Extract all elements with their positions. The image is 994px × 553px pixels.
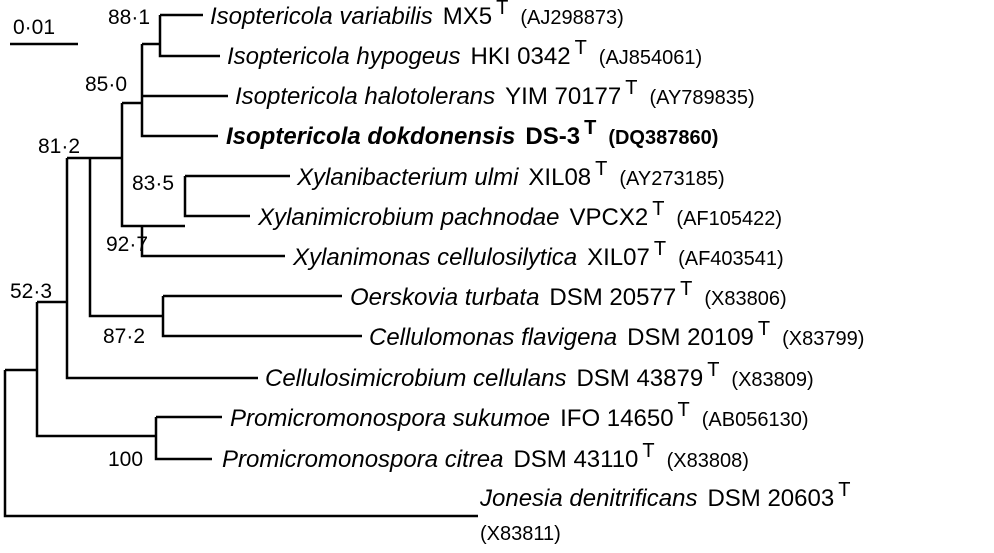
tree-branches bbox=[3, 13, 478, 518]
bootstrap-label-n8: 100 bbox=[108, 448, 143, 471]
bootstrap-label-n6: 52·3 bbox=[10, 280, 52, 303]
branch-n6 bbox=[35, 302, 156, 438]
taxon-label: Isoptericola variabilis MX5 T (AJ298873) bbox=[210, 0, 624, 30]
taxon-label: Promicromonospora citrea DSM 43110 T (X8… bbox=[222, 440, 749, 473]
branch-n5 bbox=[140, 226, 285, 258]
branch-inner2 bbox=[120, 103, 142, 228]
taxon-label-bold: Isoptericola dokdonensis DS-3 T (DQ38786… bbox=[226, 117, 718, 150]
taxon-label: Oerskovia turbata DSM 20577 T (X83806) bbox=[350, 278, 787, 311]
taxon-label: Xylanibacterium ulmi XIL08 T (AY273185) bbox=[296, 158, 725, 191]
taxon-accession: (X83811) bbox=[480, 523, 561, 545]
taxon-labels: Isoptericola variabilis MX5 T (AJ298873)… bbox=[210, 0, 864, 545]
taxon-label: Isoptericola halotolerans YIM 70177 T (A… bbox=[235, 77, 755, 110]
branch-n4 bbox=[183, 176, 250, 218]
taxon-label: Jonesia denitrificans DSM 20603 T bbox=[479, 479, 850, 512]
taxon-label: Xylanimicrobium pachnodae VPCX2 T (AF105… bbox=[257, 198, 782, 231]
branch-n1 bbox=[158, 15, 220, 58]
branch-n7 bbox=[161, 296, 362, 338]
taxon-label: Isoptericola hypogeus HKI 0342 T (AJ8540… bbox=[227, 37, 702, 70]
branch-n3 bbox=[88, 158, 163, 318]
branch-promicromonospora bbox=[154, 417, 212, 461]
bootstrap-label-n4: 83·5 bbox=[132, 172, 174, 195]
branch-inner bbox=[65, 158, 258, 380]
bootstrap-label-n5: 92·7 bbox=[106, 233, 148, 256]
bootstrap-label-n1: 88·1 bbox=[108, 6, 150, 29]
scale-bar-label: 0·01 bbox=[13, 16, 55, 39]
branch-n2 bbox=[140, 44, 218, 138]
bootstrap-label-n7: 87·2 bbox=[103, 325, 145, 348]
bootstrap-label-n3: 81·2 bbox=[38, 135, 80, 158]
taxon-label: Xylanimonas cellulosilytica XIL07 T (AF4… bbox=[292, 238, 784, 271]
branch-root-to-jonesia bbox=[3, 370, 478, 518]
taxon-label: Cellulomonas flavigena DSM 20109 T (X837… bbox=[369, 318, 864, 351]
bootstrap-label-n2: 85·0 bbox=[85, 73, 127, 96]
taxon-label: Promicromonospora sukumoe IFO 14650 T (A… bbox=[230, 399, 809, 432]
taxon-label: Cellulosimicrobium cellulans DSM 43879 T… bbox=[265, 359, 814, 392]
